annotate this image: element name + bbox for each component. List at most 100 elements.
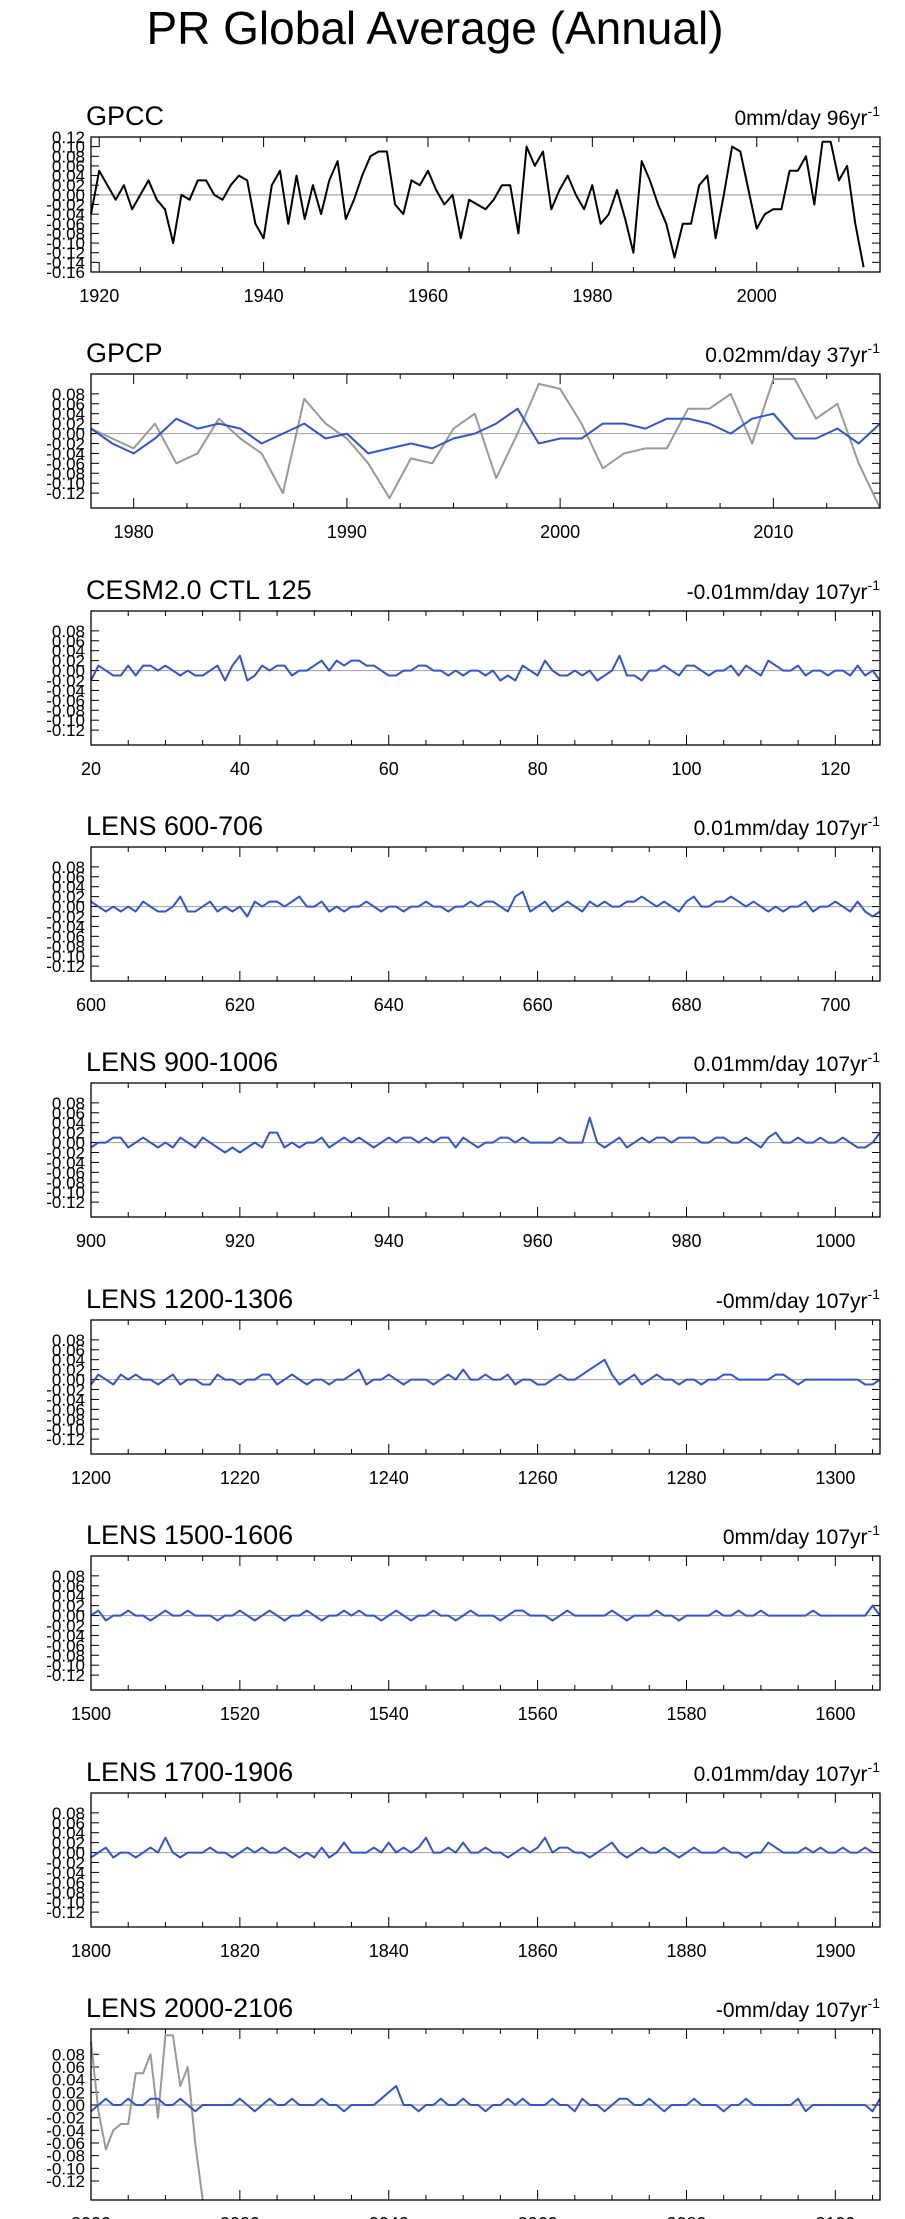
- trend-exponent: -1: [868, 813, 881, 829]
- y-tick-label: -0.08: [46, 224, 85, 243]
- x-tick-label: 640: [374, 995, 404, 1015]
- x-tick-label: 1980: [114, 522, 154, 542]
- trend-exponent: -1: [868, 1049, 881, 1065]
- y-tick-label: 0.12: [52, 128, 85, 147]
- y-tick-label: -0.04: [46, 681, 85, 700]
- y-tick-label: 0.00: [52, 1371, 85, 1390]
- series-line-gpcc: [90, 378, 881, 509]
- x-tick-label: 2000: [737, 286, 777, 306]
- y-tick-label: 0.00: [52, 186, 85, 205]
- x-tick-label: 1920: [79, 286, 119, 306]
- x-tick-label: 1580: [666, 1704, 706, 1724]
- x-tick-label: 80: [528, 759, 548, 779]
- y-tick-label: 0.00: [52, 2096, 85, 2115]
- panel-trend-label: 0mm/day 96yr-1: [735, 103, 881, 130]
- series-line-gpcc: [90, 140, 865, 268]
- trend-exponent: -1: [868, 1286, 881, 1302]
- x-tick-label: 920: [225, 1231, 255, 1251]
- trend-exponent: -1: [868, 103, 881, 119]
- y-tick-label: -0.10: [46, 1420, 85, 1439]
- y-tick-label: -0.08: [46, 701, 85, 720]
- x-tick-label: 1200: [71, 1468, 111, 1488]
- y-tick-label: -0.12: [46, 484, 85, 503]
- series-line-model: [90, 654, 881, 682]
- x-tick-label: 700: [820, 995, 850, 1015]
- trend-value: 0.02mm/day 37yr: [705, 344, 867, 367]
- y-tick-label: 0.00: [52, 898, 85, 917]
- y-tick-label: 0.04: [52, 167, 85, 186]
- trend-value: 0.01mm/day 107yr: [694, 817, 868, 840]
- trend-exponent: -1: [868, 1759, 881, 1775]
- y-tick-label: 0.08: [52, 147, 85, 166]
- panel-trend-label: 0.01mm/day 107yr-1: [694, 1759, 881, 1786]
- trend-value: -0.01mm/day 107yr: [687, 581, 868, 604]
- y-tick-label: 0.06: [52, 632, 85, 651]
- y-tick-label: 0.02: [52, 415, 85, 434]
- y-tick-label: 0.04: [52, 405, 85, 424]
- x-tick-label: 960: [523, 1231, 553, 1251]
- y-tick-label: 0.02: [52, 1361, 85, 1380]
- y-tick-label: 0.10: [52, 138, 85, 157]
- y-tick-label: -0.04: [46, 444, 85, 463]
- panel-title: LENS 2000-2106: [86, 1993, 293, 2023]
- trend-exponent: -1: [868, 1995, 881, 2011]
- x-tick-label: 1520: [220, 1704, 260, 1724]
- y-tick-label: -0.06: [46, 454, 85, 473]
- y-tick-label: -0.06: [46, 1400, 85, 1419]
- y-tick-label: -0.04: [46, 917, 85, 936]
- y-tick-label: -0.06: [46, 1636, 85, 1655]
- x-tick-label: 2000: [540, 522, 580, 542]
- plot-frame: [90, 136, 881, 273]
- y-tick-label: -0.02: [46, 1616, 85, 1635]
- y-tick-label: 0.04: [52, 642, 85, 661]
- y-tick-label: -0.10: [46, 234, 85, 253]
- trend-exponent: -1: [868, 577, 881, 593]
- y-tick-label: -0.04: [46, 1863, 85, 1882]
- y-tick-label: 0.00: [52, 662, 85, 681]
- x-tick-label: 2020: [220, 2214, 260, 2219]
- x-tick-label: 1980: [572, 286, 612, 306]
- series-line-model: [90, 1836, 874, 1859]
- x-tick-label: 60: [379, 759, 399, 779]
- y-tick-label: -0.02: [46, 1143, 85, 1162]
- y-tick-label: 0.02: [52, 1597, 85, 1616]
- panel-title: CESM2.0 CTL 125: [86, 575, 312, 605]
- y-tick-label: -0.08: [46, 1646, 85, 1665]
- x-tick-label: 1560: [518, 1704, 558, 1724]
- x-tick-label: 2060: [518, 2214, 558, 2219]
- y-tick-label: -0.08: [46, 1173, 85, 1192]
- y-tick-label: -0.16: [46, 263, 85, 282]
- y-tick-label: -0.06: [46, 927, 85, 946]
- y-tick-label: 0.08: [52, 1331, 85, 1350]
- panel-9: LENS 2000-2106 -0mm/day 107yr-10.080.060.…: [46, 1993, 881, 2219]
- x-tick-label: 1800: [71, 1941, 111, 1961]
- x-tick-label: 1260: [518, 1468, 558, 1488]
- x-tick-label: 20: [81, 759, 101, 779]
- panel-trend-label: 0.01mm/day 107yr-1: [694, 813, 881, 840]
- y-tick-label: 0.06: [52, 868, 85, 887]
- y-tick-label: 0.08: [52, 385, 85, 404]
- trend-value: -0mm/day 107yr: [716, 1999, 868, 2022]
- x-tick-label: 1000: [815, 1231, 855, 1251]
- y-tick-label: 0.08: [52, 622, 85, 641]
- y-tick-label: 0.04: [52, 1114, 85, 1133]
- y-tick-label: 0.06: [52, 157, 85, 176]
- y-tick-label: -0.10: [46, 474, 85, 493]
- y-tick-label: -0.06: [46, 1163, 85, 1182]
- y-tick-label: -0.10: [46, 1656, 85, 1675]
- y-tick-label: -0.02: [46, 434, 85, 453]
- plot-frame: [90, 2028, 881, 2201]
- panel-title: LENS 1200-1306: [86, 1284, 293, 1314]
- x-tick-label: 1860: [518, 1941, 558, 1961]
- y-tick-label: -0.02: [46, 2109, 85, 2128]
- series-line-model: [90, 1604, 881, 1622]
- y-tick-label: -0.12: [46, 1903, 85, 1922]
- y-tick-label: -0.04: [46, 1153, 85, 1172]
- plot-frame: [90, 1082, 881, 1218]
- panel-title: LENS 600-706: [86, 811, 263, 841]
- y-tick-label: 0.04: [52, 878, 85, 897]
- y-tick-label: 0.02: [52, 652, 85, 671]
- y-tick-label: 0.04: [52, 1824, 85, 1843]
- panel-2: GPCP 0.02mm/day 37yr-10.080.060.040.020.0…: [46, 338, 881, 542]
- y-tick-label: -0.14: [46, 253, 85, 272]
